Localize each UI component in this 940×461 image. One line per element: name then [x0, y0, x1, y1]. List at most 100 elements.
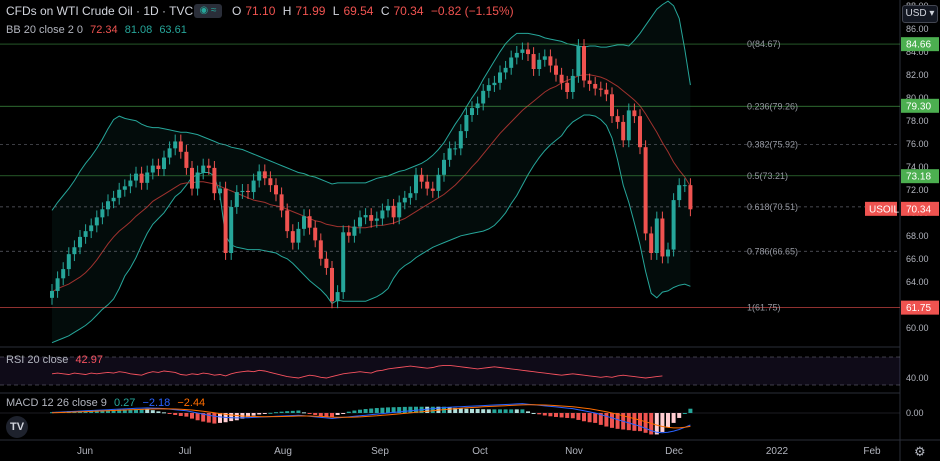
macd-histogram-bar — [682, 413, 687, 414]
price-tag — [901, 201, 939, 216]
macd-histogram-bar — [386, 407, 390, 413]
candle-body — [128, 180, 133, 187]
macd-histogram-bar — [531, 413, 536, 414]
macd-histogram-bar — [94, 410, 99, 413]
macd-histogram-bar — [632, 413, 637, 431]
candle-body — [654, 218, 659, 253]
candle-body — [246, 190, 250, 193]
price-tag-label: 73.18 — [906, 172, 931, 183]
candle-body — [626, 110, 631, 141]
candle-body — [122, 186, 127, 190]
low-value: 69.54 — [343, 4, 374, 18]
rsi-tick-label: 40.00 — [906, 373, 929, 383]
candle-body — [94, 217, 99, 226]
fib-level-label: 0.5(73.21) — [747, 171, 788, 181]
candle-body — [615, 116, 620, 122]
candle-body — [167, 148, 172, 158]
macd-histogram-bar — [514, 409, 519, 413]
x-tick-label: 2022 — [766, 446, 789, 457]
macd-histogram-bar — [542, 413, 547, 416]
macd-line — [51, 403, 691, 434]
close-value: 70.34 — [393, 4, 424, 18]
candle-body — [537, 59, 542, 69]
currency-button[interactable]: USD ▾ — [902, 5, 938, 23]
rsi-legend[interactable]: RSI 20 close 42.97 — [6, 354, 107, 366]
x-tick-label: Aug — [274, 446, 292, 457]
macd-histogram-bar — [654, 413, 659, 435]
candle-body — [542, 56, 547, 60]
y-tick-label: 64.00 — [906, 277, 929, 287]
gear-icon[interactable]: ⚙ — [914, 444, 926, 459]
macd-histogram-bar — [548, 413, 553, 417]
macd-histogram-bar — [481, 409, 486, 413]
macd-histogram-bar — [111, 409, 116, 413]
tradingview-logo[interactable]: TV — [6, 416, 28, 438]
fib-level-label: 0.618(70.51) — [747, 202, 798, 212]
bb-upper-value: 81.08 — [124, 24, 153, 36]
macd-histogram-bar — [458, 408, 463, 413]
macd-histogram-bar — [598, 413, 603, 425]
macd-histogram-bar — [302, 412, 306, 414]
macd-histogram-bar — [397, 407, 402, 413]
macd-histogram-bar — [296, 410, 301, 413]
open-value: 71.10 — [245, 4, 276, 18]
macd-histogram-bar — [604, 413, 609, 427]
candle-body — [72, 247, 77, 255]
macd-histogram-bar — [352, 410, 357, 413]
symbol-tag — [865, 201, 897, 216]
macd-histogram-bar — [122, 409, 127, 413]
candle-body — [610, 94, 614, 117]
candle-body — [643, 147, 648, 234]
macd-histogram-bar — [318, 413, 323, 416]
macd-histogram-bar — [554, 413, 558, 417]
y-tick-label: 76.00 — [906, 139, 929, 149]
candle-body — [677, 185, 682, 201]
candle-body — [358, 217, 362, 227]
candle-body — [229, 207, 234, 253]
macd-histogram-bar — [279, 411, 284, 413]
x-tick-label: Nov — [565, 446, 583, 457]
candle-body — [486, 85, 491, 91]
candle-body — [430, 188, 435, 191]
candle-body — [206, 165, 211, 168]
macd-line-value: −2.18 — [142, 397, 171, 409]
fib-level-label: 0(84.67) — [747, 39, 781, 49]
macd-histogram-bar — [677, 413, 682, 418]
candle-body — [464, 115, 469, 132]
macd-histogram-bar — [626, 413, 631, 431]
macd-histogram-bar — [537, 413, 542, 415]
macd-histogram-bar — [475, 409, 480, 413]
symbol-legend[interactable]: CFDs on WTI Crude Oil · 1D · TVC — [6, 4, 197, 18]
macd-histogram-bar — [274, 412, 278, 414]
macd-histogram-bar — [391, 407, 396, 413]
candle-body — [89, 225, 94, 232]
bb-lower-line — [51, 114, 691, 344]
macd-histogram-bar — [195, 413, 200, 421]
candle-body — [526, 49, 530, 55]
candle-body — [363, 215, 368, 218]
macd-histogram-bar — [453, 407, 458, 413]
macd-histogram-bar — [341, 413, 346, 414]
macd-histogram-bar — [100, 410, 105, 413]
candle-body — [509, 57, 514, 68]
x-tick-label: Jun — [77, 446, 93, 457]
candle-body — [520, 49, 525, 53]
macd-legend[interactable]: MACD 12 26 close 9 0.27 −2.18 −2.44 — [6, 397, 209, 409]
candle-body — [61, 269, 66, 279]
candle-body — [190, 167, 194, 189]
bb-legend[interactable]: BB 20 close 2 0 72.34 81.08 63.61 — [6, 24, 191, 36]
candle-body — [83, 231, 88, 237]
macd-histogram-bar — [324, 413, 329, 417]
candle-body — [470, 108, 474, 115]
candle-body — [117, 189, 122, 198]
candle-body — [184, 151, 189, 168]
macd-histogram-bar — [576, 413, 581, 420]
candle-body — [234, 192, 239, 207]
visibility-eye-icon[interactable]: ◉ ≈ — [194, 4, 222, 18]
macd-histogram-bar — [150, 410, 155, 413]
candle-body — [78, 236, 82, 248]
candle-body — [559, 74, 564, 83]
macd-histogram-bar — [570, 413, 575, 419]
